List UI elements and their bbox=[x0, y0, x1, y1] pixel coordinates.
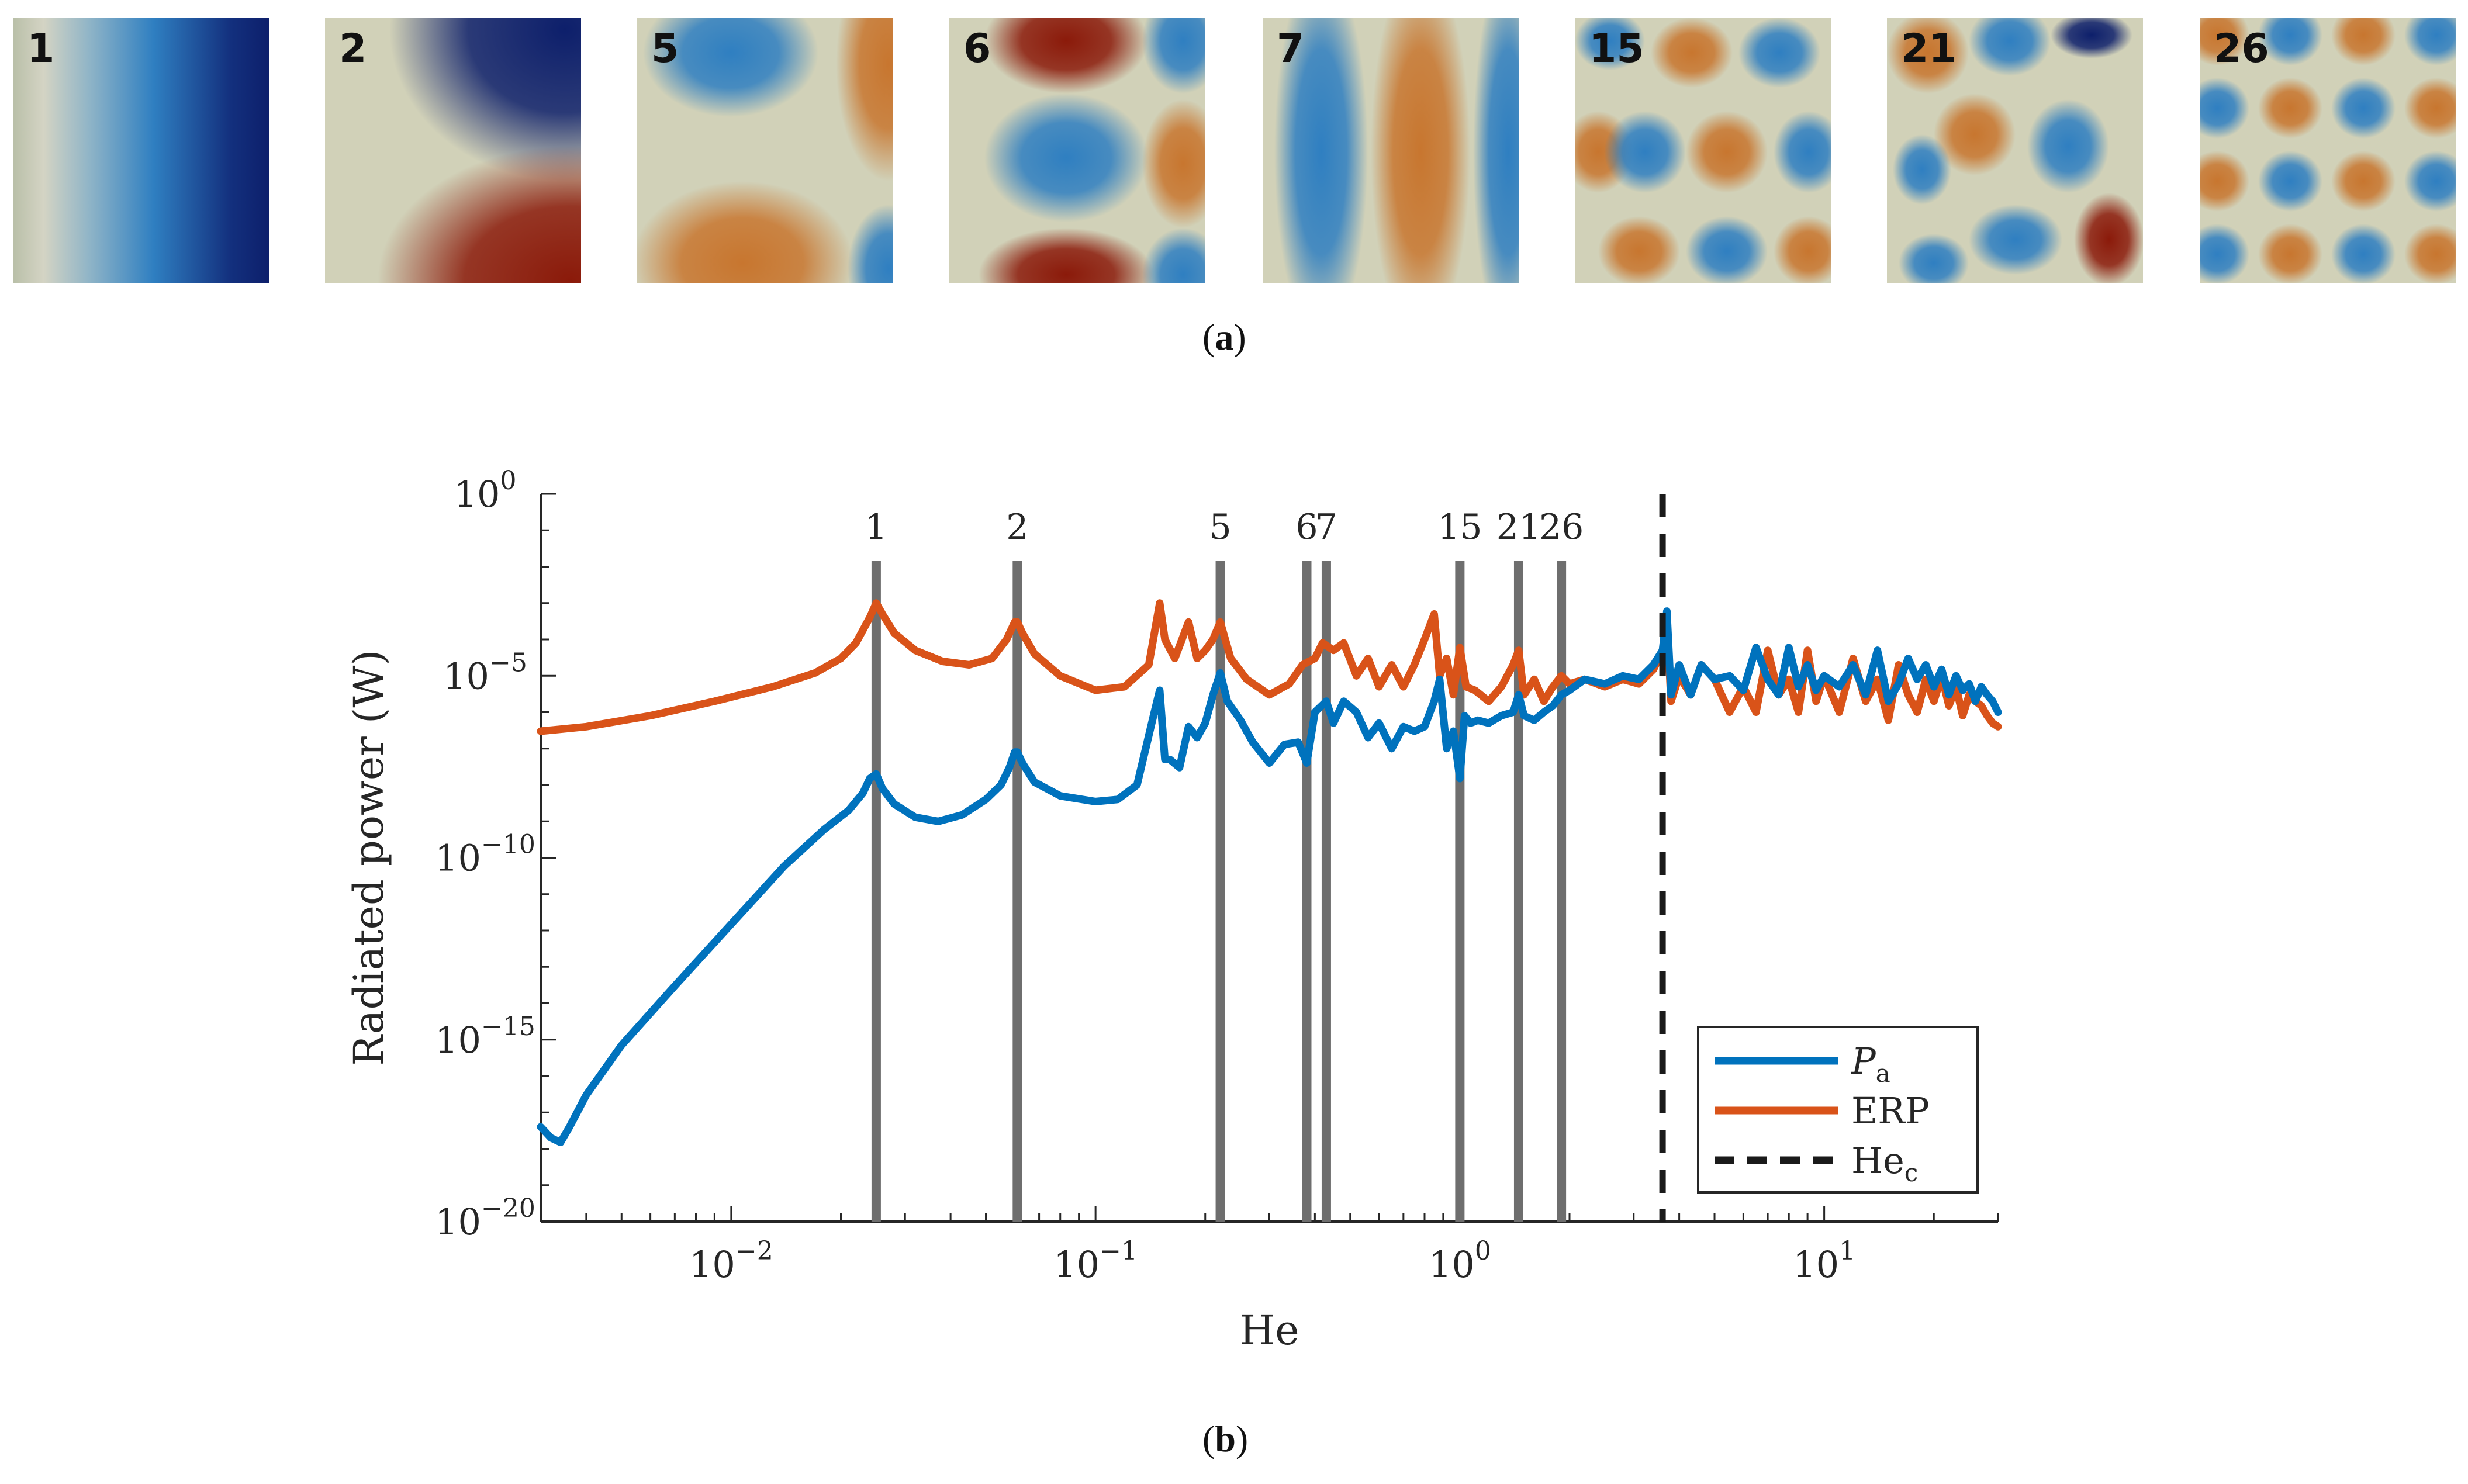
legend-label-erp: ERP bbox=[1851, 1089, 1930, 1132]
mode-tile-5: 5 bbox=[637, 18, 893, 283]
mode-shape-image bbox=[13, 18, 269, 283]
mode-line-label: 1 bbox=[865, 507, 887, 548]
mode-shape-image bbox=[1575, 18, 1831, 283]
series-line-pa bbox=[537, 607, 2002, 1146]
mode-tile-label: 1 bbox=[27, 26, 55, 72]
mode-tile-2: 2 bbox=[325, 18, 581, 283]
mode-line-label: 2 bbox=[1006, 507, 1028, 548]
mode-tile-label: 7 bbox=[1277, 26, 1305, 72]
mode-tile-21: 21 bbox=[1887, 18, 2143, 283]
mode-tile-label: 5 bbox=[651, 26, 679, 72]
x-tick-label: 10−1 bbox=[1053, 1236, 1138, 1286]
mode-tile-1: 1 bbox=[13, 18, 269, 283]
mode-line-label: 21 bbox=[1496, 507, 1541, 548]
mode-shape-image bbox=[1887, 18, 2143, 283]
legend-label-pa: Pa bbox=[1851, 1040, 1890, 1088]
mode-line-label: 5 bbox=[1209, 507, 1231, 548]
y-axis-label: Radiated power (W) bbox=[345, 649, 393, 1066]
legend-label-he-c: Hec bbox=[1851, 1139, 1918, 1187]
mode-tile-15: 15 bbox=[1575, 18, 1831, 283]
mode-shape-image bbox=[2200, 18, 2456, 283]
mode-shape-image bbox=[949, 18, 1205, 283]
mode-line-label: 6 bbox=[1295, 507, 1318, 548]
mode-shape-image bbox=[637, 18, 893, 283]
mode-tile-label: 2 bbox=[339, 26, 367, 72]
mode-tile-label: 26 bbox=[2214, 26, 2269, 72]
mode-line-label: 15 bbox=[1437, 507, 1482, 548]
x-tick-label: 101 bbox=[1793, 1236, 1855, 1286]
y-tick-label: 10−20 bbox=[435, 1194, 535, 1243]
mode-tile-26: 26 bbox=[2200, 18, 2456, 283]
y-tick-label: 10−15 bbox=[435, 1012, 535, 1061]
x-axis-label: He bbox=[1239, 1306, 1299, 1354]
mode-tile-label: 15 bbox=[1589, 26, 1644, 72]
mode-tile-label: 21 bbox=[1901, 26, 1957, 72]
mode-shape-image bbox=[1263, 18, 1519, 283]
x-tick-label: 100 bbox=[1429, 1236, 1491, 1286]
mode-tile-6: 6 bbox=[949, 18, 1205, 283]
caption-a: (a) bbox=[1202, 316, 1246, 358]
x-tick-label: 10−2 bbox=[689, 1236, 773, 1286]
caption-b: (b) bbox=[1202, 1418, 1249, 1459]
series-line-erp bbox=[537, 599, 2002, 735]
mode-tile-7: 7 bbox=[1263, 18, 1519, 283]
y-tick-label: 10−5 bbox=[443, 648, 527, 697]
mode-tile-label: 6 bbox=[963, 26, 991, 72]
y-tick-label: 10−10 bbox=[435, 830, 535, 880]
mode-line-label: 26 bbox=[1539, 507, 1584, 548]
y-tick-label: 100 bbox=[454, 466, 517, 516]
mode-line-label: 7 bbox=[1315, 507, 1337, 548]
mode-shape-image bbox=[325, 18, 581, 283]
